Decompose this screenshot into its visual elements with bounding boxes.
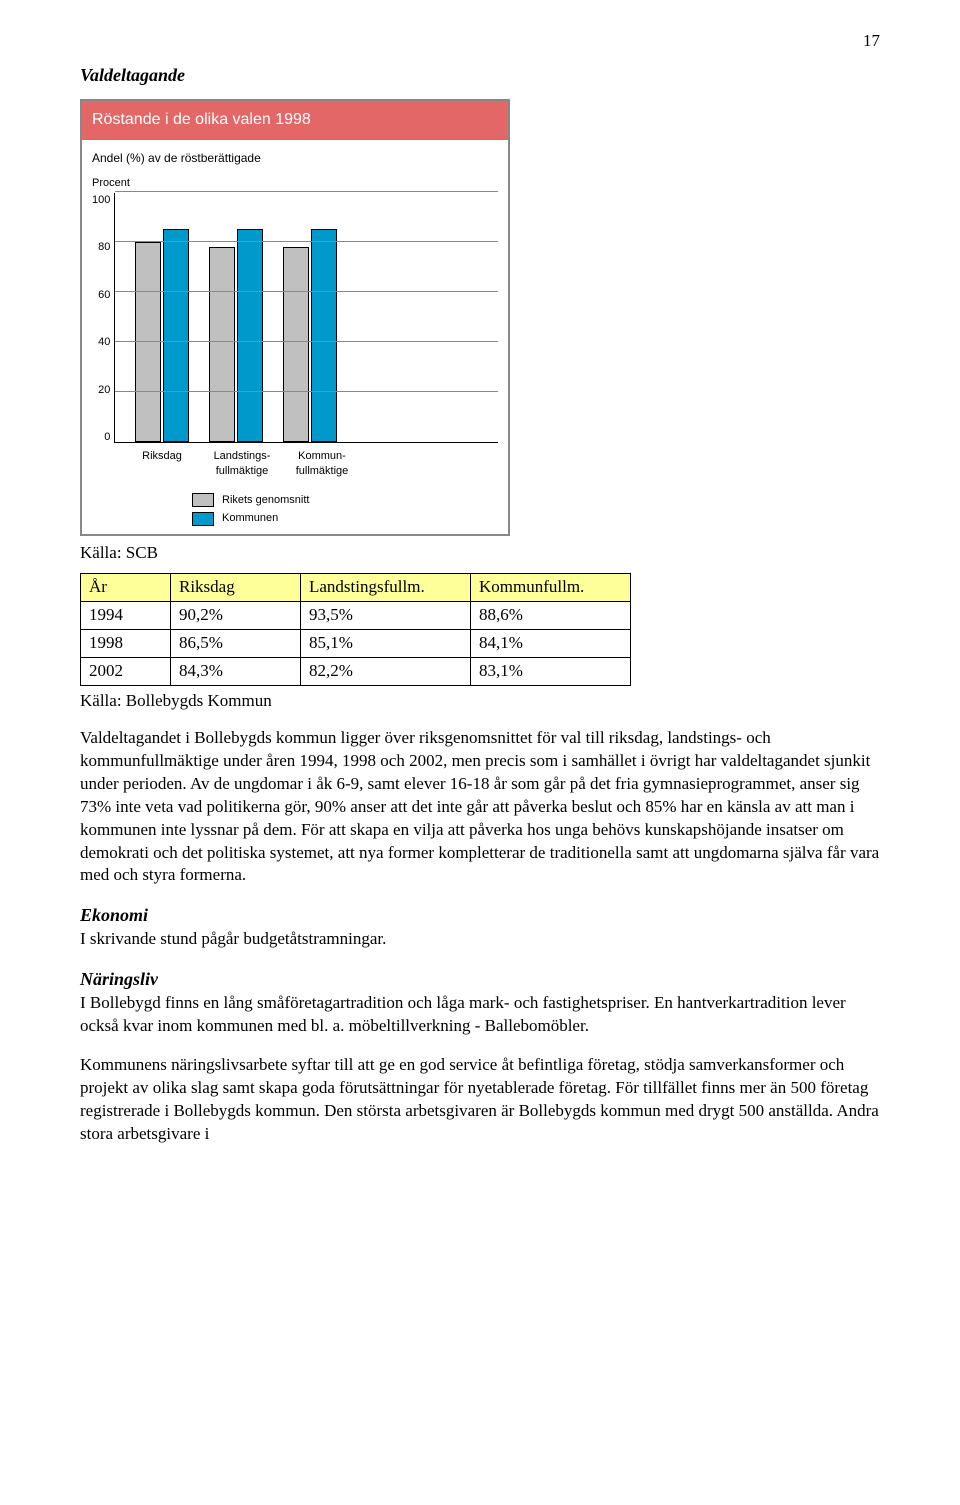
table-header-cell: Kommunfullm. bbox=[471, 574, 631, 602]
chart-legend-row: Rikets genomsnitt bbox=[192, 493, 498, 508]
chart-bar-rikets bbox=[135, 242, 161, 442]
chart-legend-row: Kommunen bbox=[192, 511, 498, 526]
table-body: 199490,2%93,5%88,6%199886,5%85,1%84,1%20… bbox=[81, 602, 631, 686]
chart-xlabel: Landstings-fullmäktige bbox=[202, 449, 282, 479]
chart-legend-swatch bbox=[192, 512, 214, 526]
paragraph-naringsliv-1: I Bollebygd finns en lång småföretagartr… bbox=[80, 993, 846, 1035]
chart-bar-rikets bbox=[283, 247, 309, 442]
chart-gridline bbox=[115, 341, 498, 342]
chart-bars bbox=[115, 193, 498, 442]
chart-body: Andel (%) av de röstberättigade Procent … bbox=[82, 140, 508, 534]
table-cell: 84,3% bbox=[171, 657, 301, 685]
section-title: Valdeltagande bbox=[80, 63, 880, 87]
chart-bar-group bbox=[135, 229, 189, 442]
table-cell: 85,1% bbox=[301, 630, 471, 658]
subhead-ekonomi: Ekonomi bbox=[80, 905, 148, 925]
section-naringsliv: Näringsliv I Bollebygd finns en lång små… bbox=[80, 967, 880, 1038]
paragraph-ekonomi: I skrivande stund pågår budgetåtstramnin… bbox=[80, 929, 386, 948]
table-header-cell: År bbox=[81, 574, 171, 602]
data-table: ÅrRiksdagLandstingsfullm.Kommunfullm. 19… bbox=[80, 573, 631, 686]
table-cell: 2002 bbox=[81, 657, 171, 685]
table-header-cell: Riksdag bbox=[171, 574, 301, 602]
chart-bar-rikets bbox=[209, 247, 235, 442]
chart-gridline bbox=[115, 191, 498, 192]
table-cell: 93,5% bbox=[301, 602, 471, 630]
chart-ytick: 20 bbox=[98, 383, 110, 398]
paragraph-valdeltagande: Valdeltagandet i Bollebygds kommun ligge… bbox=[80, 727, 880, 888]
chart-ytick: 40 bbox=[98, 335, 110, 350]
table-cell: 82,2% bbox=[301, 657, 471, 685]
chart-xlabels: RiksdagLandstings-fullmäktigeKommun-full… bbox=[122, 449, 498, 479]
table-cell: 1994 bbox=[81, 602, 171, 630]
chart-plot-area bbox=[114, 193, 498, 443]
subhead-naringsliv: Näringsliv bbox=[80, 969, 158, 989]
section-ekonomi: Ekonomi I skrivande stund pågår budgetåt… bbox=[80, 903, 880, 951]
chart-gridline bbox=[115, 291, 498, 292]
table-cell: 83,1% bbox=[471, 657, 631, 685]
chart-ytick: 0 bbox=[104, 430, 110, 445]
chart-ytick: 80 bbox=[98, 240, 110, 255]
chart-xlabel: Kommun-fullmäktige bbox=[282, 449, 362, 479]
table-row: 200284,3%82,2%83,1% bbox=[81, 657, 631, 685]
paragraph-naringsliv-2: Kommunens näringslivsarbete syftar till … bbox=[80, 1054, 880, 1146]
table-cell: 1998 bbox=[81, 630, 171, 658]
chart-gridline bbox=[115, 241, 498, 242]
chart-legend-label: Kommunen bbox=[222, 511, 278, 526]
chart-ytick: 100 bbox=[92, 193, 110, 208]
chart-bar-kommunen bbox=[237, 229, 263, 442]
table-row: 199886,5%85,1%84,1% bbox=[81, 630, 631, 658]
table-cell: 90,2% bbox=[171, 602, 301, 630]
chart-bar-kommunen bbox=[311, 229, 337, 442]
chart-legend-label: Rikets genomsnitt bbox=[222, 493, 309, 508]
chart-bar-group bbox=[209, 229, 263, 442]
chart-yticks: 100 80 60 40 20 0 bbox=[92, 193, 114, 445]
chart-subtitle: Andel (%) av de röstberättigade bbox=[92, 150, 498, 166]
table-row: 199490,2%93,5%88,6% bbox=[81, 602, 631, 630]
table-header-cell: Landstingsfullm. bbox=[301, 574, 471, 602]
chart-source: Källa: SCB bbox=[80, 542, 880, 565]
table-cell: 84,1% bbox=[471, 630, 631, 658]
chart-bar-kommunen bbox=[163, 229, 189, 442]
chart-ylabel: Procent bbox=[92, 176, 498, 191]
chart-ytick: 60 bbox=[98, 288, 110, 303]
table-cell: 88,6% bbox=[471, 602, 631, 630]
chart-bar-group bbox=[283, 229, 337, 442]
table-header-row: ÅrRiksdagLandstingsfullm.Kommunfullm. bbox=[81, 574, 631, 602]
chart-legend-swatch bbox=[192, 493, 214, 507]
chart-container: Röstande i de olika valen 1998 Andel (%)… bbox=[80, 99, 510, 536]
page-number: 17 bbox=[80, 30, 880, 53]
chart-gridline bbox=[115, 391, 498, 392]
table-source: Källa: Bollebygds Kommun bbox=[80, 690, 880, 713]
chart-title: Röstande i de olika valen 1998 bbox=[82, 101, 508, 140]
chart-legend: Rikets genomsnitt Kommunen bbox=[192, 493, 498, 527]
table-cell: 86,5% bbox=[171, 630, 301, 658]
chart-xlabel: Riksdag bbox=[122, 449, 202, 479]
